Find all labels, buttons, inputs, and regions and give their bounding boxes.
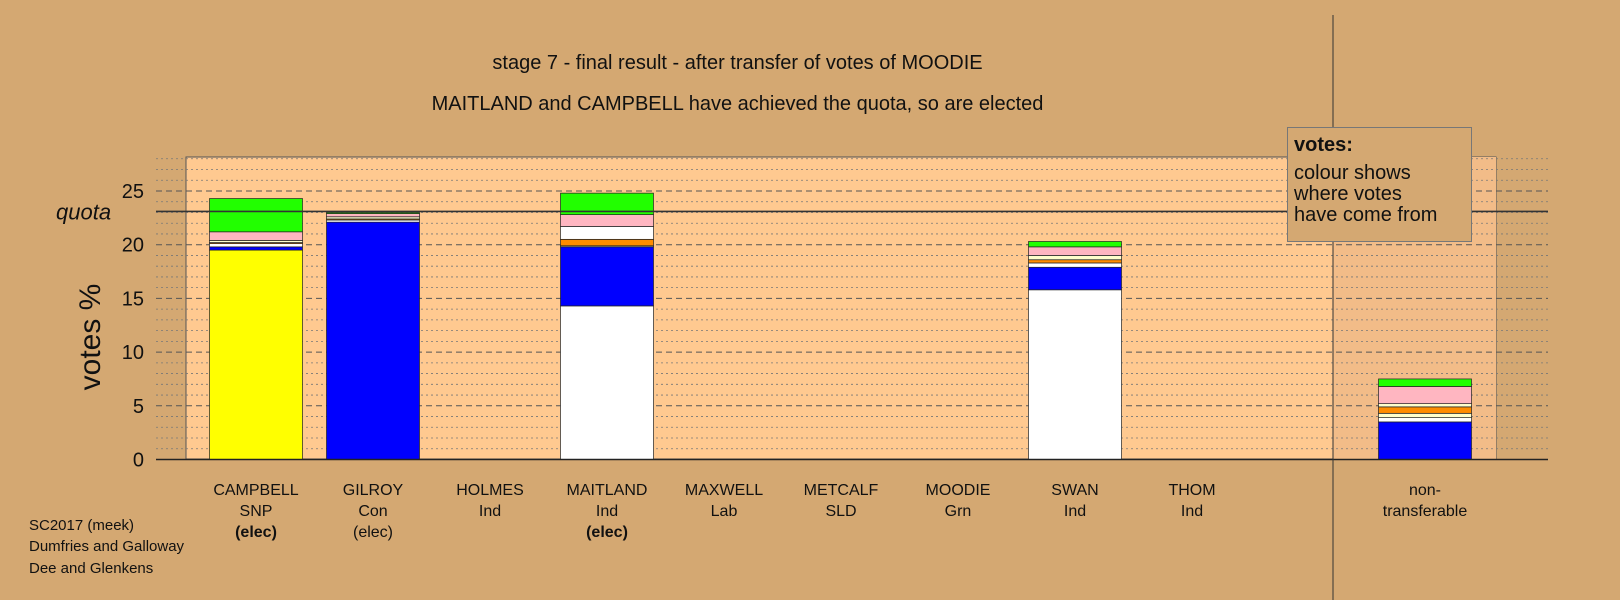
candidate-name: GILROY bbox=[342, 482, 404, 499]
bar-segment bbox=[209, 231, 303, 241]
candidate-party: SLD bbox=[825, 503, 857, 520]
candidate-name: METCALF bbox=[803, 482, 879, 499]
bar-segment bbox=[209, 243, 303, 248]
bar-segment bbox=[560, 226, 654, 240]
bar-segment bbox=[209, 246, 303, 251]
footer-line: SC2017 (meek) bbox=[29, 517, 135, 534]
legend-title: votes: bbox=[1294, 134, 1353, 156]
candidate-name: MAXWELL bbox=[684, 482, 764, 499]
bar-segment bbox=[326, 213, 420, 218]
y-tick-label: 0 bbox=[133, 450, 144, 472]
candidate-label-metcalf: METCALF SLD bbox=[781, 480, 901, 522]
bar-campbell bbox=[209, 198, 303, 460]
bar-segment bbox=[1028, 255, 1122, 261]
y-tick-label: 25 bbox=[122, 181, 144, 203]
bar-segment bbox=[1378, 403, 1472, 408]
candidate-status: (elec) bbox=[586, 524, 628, 541]
candidate-label-swan: SWAN Ind bbox=[1015, 480, 1135, 522]
candidate-label-campbell: CAMPBELL SNP (elec) bbox=[196, 480, 316, 543]
candidate-name: THOM bbox=[1168, 482, 1216, 499]
candidate-label-nontransferable: non- transferable bbox=[1365, 480, 1485, 522]
bar-segment bbox=[326, 221, 420, 460]
nontransferable-label-line: transferable bbox=[1382, 503, 1468, 520]
candidate-party: Ind bbox=[1180, 503, 1204, 520]
bar-segment bbox=[1378, 378, 1472, 387]
y-axis-label: votes % bbox=[74, 284, 107, 391]
quota-label: quota bbox=[56, 199, 111, 224]
bar-segment bbox=[560, 192, 654, 215]
nontransferable-label-line: non- bbox=[1408, 482, 1442, 499]
candidate-name: MOODIE bbox=[925, 482, 991, 499]
bar-segment bbox=[1378, 421, 1472, 460]
bar-segment bbox=[560, 246, 654, 307]
candidate-party: Grn bbox=[944, 503, 972, 520]
legend-line: have come from bbox=[1294, 204, 1438, 226]
legend-line: colour shows bbox=[1294, 162, 1411, 184]
candidate-label-holmes: HOLMES Ind bbox=[430, 480, 550, 522]
candidate-party: Ind bbox=[1063, 503, 1087, 520]
bar-non-transferable bbox=[1378, 378, 1472, 460]
candidate-label-maitland: MAITLAND Ind (elec) bbox=[547, 480, 667, 543]
y-tick-label: 15 bbox=[122, 288, 144, 310]
bar-segment bbox=[1378, 386, 1472, 405]
candidate-party: Lab bbox=[710, 503, 738, 520]
candidate-label-thom: THOM Ind bbox=[1132, 480, 1252, 522]
legend-box: votes: colour shows where votes have com… bbox=[1287, 127, 1472, 242]
bar-segment bbox=[209, 249, 303, 460]
y-tick-label: 20 bbox=[122, 235, 144, 257]
footer-line: Dumfries and Galloway bbox=[29, 538, 185, 555]
bar-gilroy bbox=[326, 212, 420, 460]
candidate-party: Ind bbox=[595, 503, 619, 520]
bar-segment bbox=[1028, 241, 1122, 248]
bar-segment bbox=[1028, 262, 1122, 268]
bar-segment bbox=[209, 198, 303, 233]
bars bbox=[209, 192, 1472, 460]
candidate-label-maxwell: MAXWELL Lab bbox=[664, 480, 784, 522]
y-tick-label: 5 bbox=[133, 396, 144, 418]
legend-line: where votes bbox=[1294, 183, 1402, 205]
bar-segment bbox=[326, 212, 420, 214]
candidate-label-moodie: MOODIE Grn bbox=[898, 480, 1018, 522]
candidate-party: Con bbox=[358, 503, 388, 520]
candidate-status: (elec) bbox=[352, 524, 393, 541]
bar-segment bbox=[1378, 412, 1472, 418]
bar-segment bbox=[560, 214, 654, 227]
y-ticks: 0 5 10 15 20 25 bbox=[122, 181, 144, 472]
y-tick-label: 10 bbox=[122, 342, 144, 364]
bar-segment bbox=[1028, 259, 1122, 264]
bar-segment bbox=[560, 305, 654, 460]
candidate-party: SNP bbox=[239, 503, 273, 520]
bar-segment bbox=[1378, 417, 1472, 423]
candidate-name: SWAN bbox=[1051, 482, 1099, 499]
bar-segment bbox=[1028, 266, 1122, 291]
bar-segment bbox=[1028, 289, 1122, 460]
chart-subtitle: MAITLAND and CAMPBELL have achieved the … bbox=[431, 93, 1044, 115]
candidate-label-gilroy: GILROY Con (elec) bbox=[313, 480, 433, 543]
footer-line: Dee and Glenkens bbox=[29, 560, 154, 577]
bar-segment bbox=[1378, 406, 1472, 414]
bar-swan bbox=[1028, 241, 1122, 460]
candidate-name: HOLMES bbox=[456, 482, 524, 499]
candidate-status: (elec) bbox=[235, 524, 277, 541]
candidate-party: Ind bbox=[478, 503, 502, 520]
chart-title: stage 7 - final result - after transfer … bbox=[492, 52, 983, 74]
bar-maitland bbox=[560, 192, 654, 460]
candidate-name: MAITLAND bbox=[566, 482, 648, 499]
bar-segment bbox=[560, 238, 654, 247]
bar-segment bbox=[1028, 246, 1122, 256]
candidate-name: CAMPBELL bbox=[213, 482, 299, 499]
